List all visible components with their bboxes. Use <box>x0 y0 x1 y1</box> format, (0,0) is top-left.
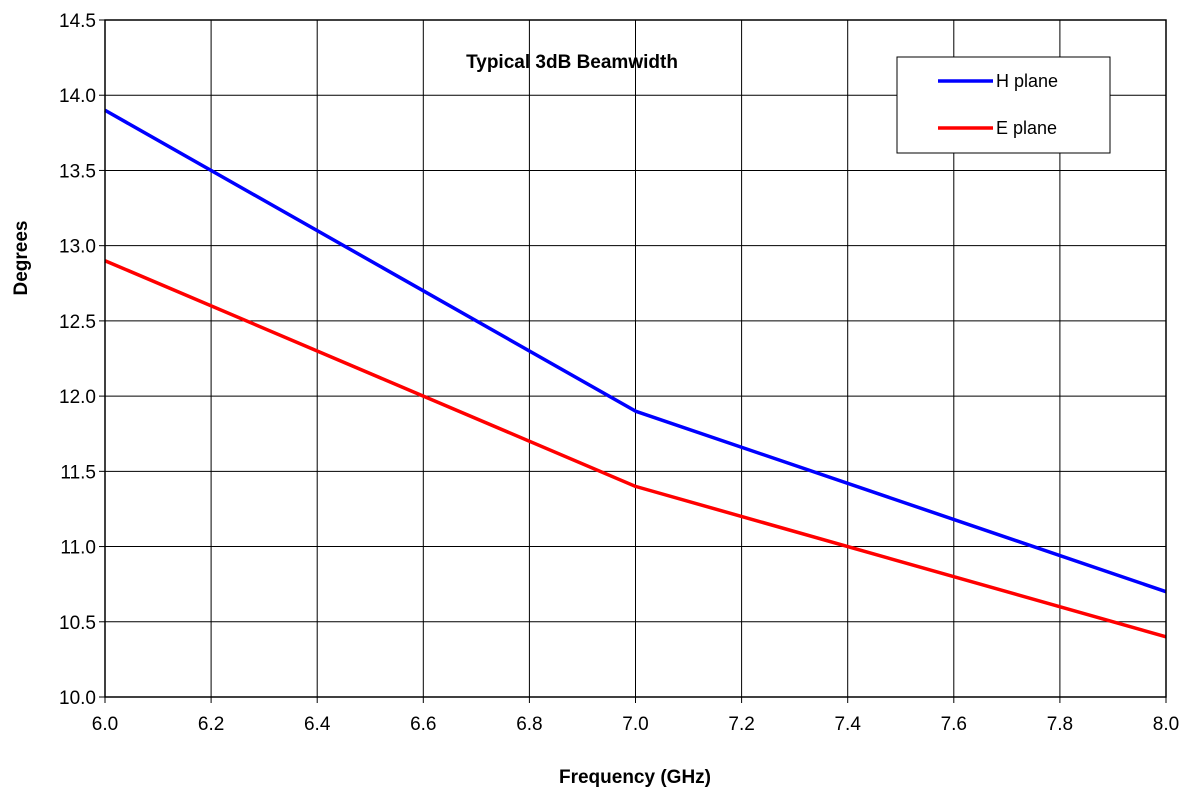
chart-title: Typical 3dB Beamwidth <box>466 52 678 73</box>
plot-area-frame <box>104 19 1167 698</box>
y-axis-title: Degrees <box>11 221 32 296</box>
x-tick-label: 7.0 <box>622 714 648 735</box>
series-line-e-plane <box>104 259 1167 639</box>
y-tick-label: 10.0 <box>59 688 96 709</box>
x-tick-label: 6.6 <box>410 714 436 735</box>
y-tick-label: 12.5 <box>59 312 96 333</box>
y-tick-label: 14.0 <box>59 86 96 107</box>
x-tick-label: 8.0 <box>1153 714 1179 735</box>
y-tick-label: 11.5 <box>60 462 96 483</box>
y-tick-label: 13.0 <box>59 237 96 258</box>
legend-label-h-plane: H plane <box>996 71 1058 91</box>
x-tick-label: 6.2 <box>198 714 224 735</box>
x-tick-label: 7.6 <box>941 714 967 735</box>
x-tick-label: 7.2 <box>728 714 754 735</box>
y-tick-label: 11.0 <box>60 538 96 559</box>
y-tick-label: 12.0 <box>59 387 96 408</box>
series-line-h-plane <box>104 108 1167 594</box>
x-tick-label: 6.0 <box>92 714 118 735</box>
x-tick-label: 6.8 <box>516 714 542 735</box>
x-tick-label: 7.4 <box>834 714 861 735</box>
x-tick-label: 6.4 <box>304 714 331 735</box>
legend-label-e-plane: E plane <box>996 118 1057 138</box>
grid <box>99 19 1167 703</box>
tick-labels: 6.0 6.2 6.4 6.6 6.8 7.0 7.2 7.4 7.6 7.8 8.0 10.0 10.… <box>59 11 1179 735</box>
x-tick-label: 7.8 <box>1047 714 1073 735</box>
series-lines <box>104 108 1167 639</box>
x-axis-title: Frequency (GHz) <box>559 767 711 788</box>
y-tick-label: 14.5 <box>59 11 96 32</box>
legend: H plane E plane <box>896 56 1111 154</box>
y-tick-label: 10.5 <box>59 613 96 634</box>
legend-box <box>896 56 1111 154</box>
y-tick-label: 13.5 <box>59 161 96 182</box>
